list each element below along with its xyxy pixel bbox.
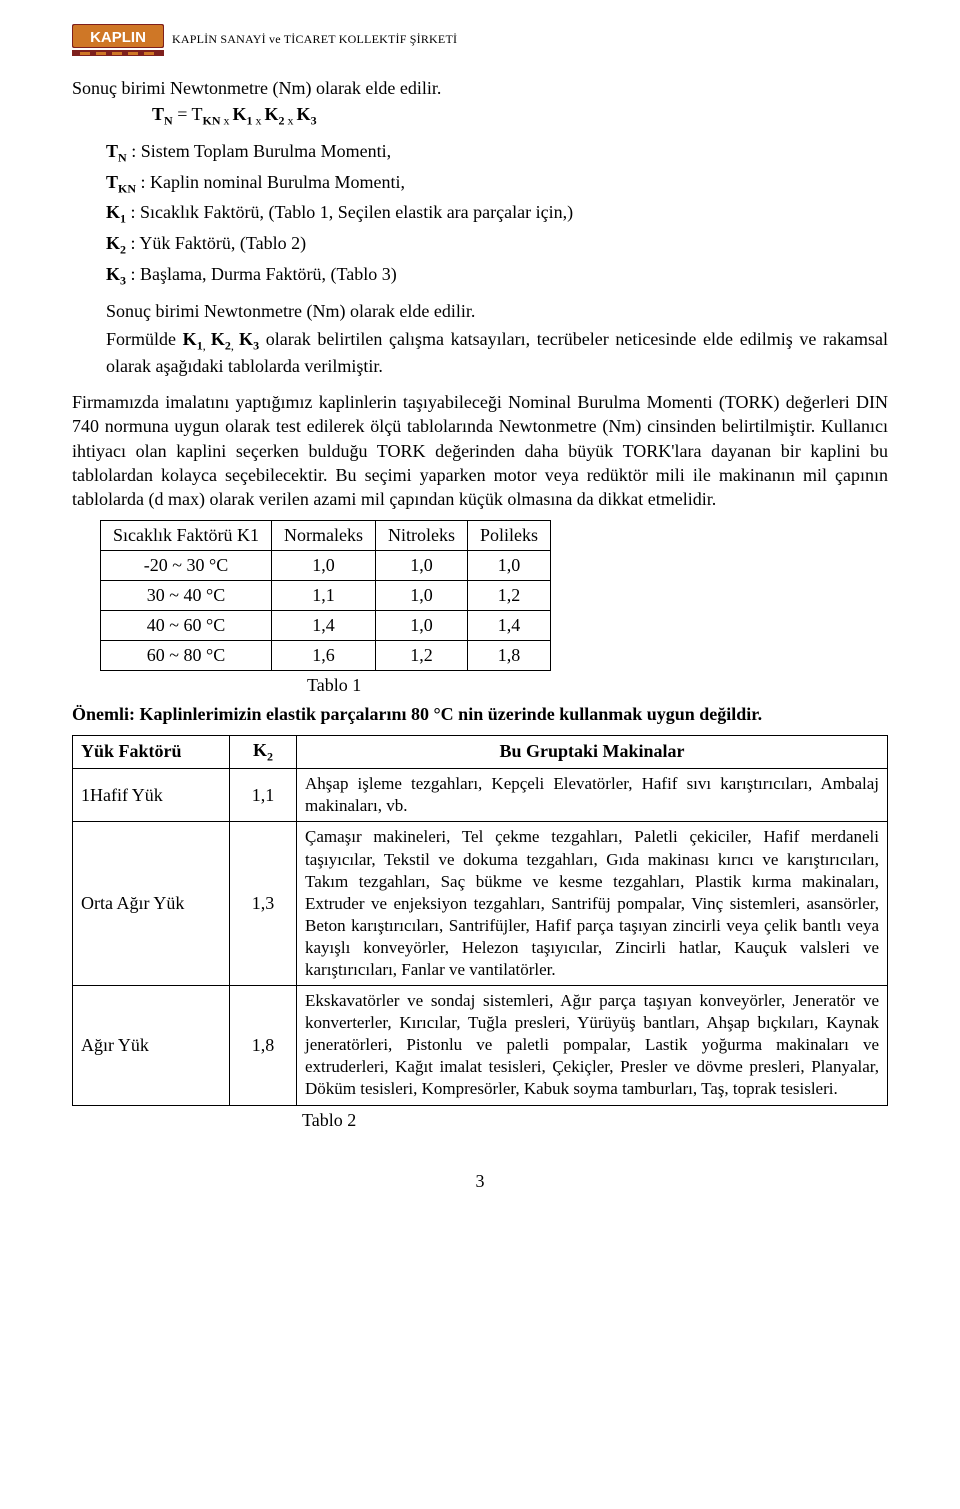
def-k2-txt: : Yük Faktörü, (Tablo 2) xyxy=(126,233,306,253)
def-k1-k: K xyxy=(106,202,120,222)
f-tn-sub: N xyxy=(164,114,173,128)
t2-h1: Yük Faktörü xyxy=(73,735,230,769)
fp-sep2: , xyxy=(231,339,239,353)
t1-c: 1,4 xyxy=(467,610,550,640)
table-row: 40 ~ 60 °C 1,4 1,0 1,4 xyxy=(101,610,551,640)
def-tkn-s: KN xyxy=(118,181,136,195)
fp-k2: K xyxy=(211,329,225,349)
table2-caption: Tablo 2 xyxy=(302,1110,888,1131)
t1-c: 1,6 xyxy=(272,640,376,670)
t1-h2: Nitroleks xyxy=(375,520,467,550)
t1-c: -20 ~ 30 °C xyxy=(101,550,272,580)
def-tkn-t: T xyxy=(106,172,118,192)
f-eq: = T xyxy=(173,104,203,124)
page-number: 3 xyxy=(72,1171,888,1192)
sonuc-again: Sonuç birimi Newtonmetre (Nm) olarak eld… xyxy=(106,299,888,323)
fp-a: Formülde xyxy=(106,329,183,349)
f-tn: T xyxy=(152,104,164,124)
t1-c: 1,0 xyxy=(375,580,467,610)
def-k1: K1 : Sıcaklık Faktörü, (Tablo 1, Seçilen… xyxy=(106,200,888,227)
fp-sep1: , xyxy=(203,339,211,353)
t1-c: 1,0 xyxy=(375,610,467,640)
t2-h2: K2 xyxy=(230,735,297,769)
header: KAPLIN KAPLİN SANAYİ ve TİCARET KOLLEKTİ… xyxy=(72,20,888,58)
table-2: Yük Faktörü K2 Bu Gruptaki Makinalar 1Ha… xyxy=(72,735,888,1106)
f-x1: x xyxy=(221,114,233,128)
t1-c: 1,0 xyxy=(375,550,467,580)
table-row: 60 ~ 80 °C 1,6 1,2 1,8 xyxy=(101,640,551,670)
fp-k3: K xyxy=(239,329,253,349)
def-tkn: TKN : Kaplin nominal Burulma Momenti, xyxy=(106,170,888,197)
t1-c: 40 ~ 60 °C xyxy=(101,610,272,640)
def-k2: K2 : Yük Faktörü, (Tablo 2) xyxy=(106,231,888,258)
def-tn-txt: : Sistem Toplam Burulma Momenti, xyxy=(127,141,391,161)
svg-text:KAPLIN: KAPLIN xyxy=(90,29,146,46)
paragraph2: Firmamızda imalatını yaptığımız kaplinle… xyxy=(72,390,888,511)
company-name: KAPLİN SANAYİ ve TİCARET KOLLEKTİF ŞİRKE… xyxy=(172,32,457,47)
intro-line: Sonuç birimi Newtonmetre (Nm) olarak eld… xyxy=(72,76,888,100)
def-k1-txt: : Sıcaklık Faktörü, (Tablo 1, Seçilen el… xyxy=(126,202,573,222)
def-k3-k: K xyxy=(106,264,120,284)
table-row: 30 ~ 40 °C 1,1 1,0 1,2 xyxy=(101,580,551,610)
t2-desc: Ahşap işleme tezgahları, Kepçeli Elevatö… xyxy=(297,769,888,822)
def-tn: TN : Sistem Toplam Burulma Momenti, xyxy=(106,139,888,166)
table-1: Sıcaklık Faktörü K1 Normaleks Nitroleks … xyxy=(100,520,551,671)
page: KAPLIN KAPLİN SANAYİ ve TİCARET KOLLEKTİ… xyxy=(0,0,960,1232)
t2-label: Ağır Yük xyxy=(73,986,230,1105)
t2-h2-k: K xyxy=(253,740,267,760)
t1-h0: Sıcaklık Faktörü K1 xyxy=(101,520,272,550)
t1-c: 1,2 xyxy=(375,640,467,670)
formula: TN = TKN x K1 x K2 x K3 xyxy=(152,104,888,129)
t2-label: Orta Ağır Yük xyxy=(73,822,230,986)
table1-caption: Tablo 1 xyxy=(307,675,888,696)
t1-c: 1,1 xyxy=(272,580,376,610)
def-k2-k: K xyxy=(106,233,120,253)
t1-h1: Normaleks xyxy=(272,520,376,550)
table-row: Sıcaklık Faktörü K1 Normaleks Nitroleks … xyxy=(101,520,551,550)
f-k1: K xyxy=(233,104,247,124)
table-row: Ağır Yük 1,8 Ekskavatörler ve sondaj sis… xyxy=(73,986,888,1105)
def-k3-txt: : Başlama, Durma Faktörü, (Tablo 3) xyxy=(126,264,397,284)
f-k3s: 3 xyxy=(311,114,317,128)
table-row: -20 ~ 30 °C 1,0 1,0 1,0 xyxy=(101,550,551,580)
t1-c: 1,8 xyxy=(467,640,550,670)
table-row: Orta Ağır Yük 1,3 Çamaşır makineleri, Te… xyxy=(73,822,888,986)
t1-h3: Polileks xyxy=(467,520,550,550)
t1-c: 1,2 xyxy=(467,580,550,610)
definitions: TN : Sistem Toplam Burulma Momenti, TKN … xyxy=(106,139,888,289)
t1-c: 30 ~ 40 °C xyxy=(101,580,272,610)
table-row: Yük Faktörü K2 Bu Gruptaki Makinalar xyxy=(73,735,888,769)
t2-k: 1,8 xyxy=(230,986,297,1105)
f-tkn: KN xyxy=(203,114,221,128)
fp-k1: K xyxy=(183,329,197,349)
company-logo: KAPLIN xyxy=(72,20,164,58)
t2-k: 1,1 xyxy=(230,769,297,822)
t1-c: 1,0 xyxy=(272,550,376,580)
def-tkn-txt: : Kaplin nominal Burulma Momenti, xyxy=(136,172,405,192)
t2-desc: Çamaşır makineleri, Tel çekme tezgahları… xyxy=(297,822,888,986)
t2-h3: Bu Gruptaki Makinalar xyxy=(297,735,888,769)
important-note: Önemli: Kaplinlerimizin elastik parçalar… xyxy=(72,704,888,725)
t2-desc: Ekskavatörler ve sondaj sistemleri, Ağır… xyxy=(297,986,888,1105)
block-after-defs: Sonuç birimi Newtonmetre (Nm) olarak eld… xyxy=(106,299,888,378)
t2-h2-s: 2 xyxy=(267,749,273,763)
t2-label: 1Hafif Yük xyxy=(73,769,230,822)
f-x2: x xyxy=(253,114,265,128)
formul-paragraph: Formülde K1, K2, K3 olarak belirtilen ça… xyxy=(106,327,888,378)
def-tn-t: T xyxy=(106,141,118,161)
def-k3: K3 : Başlama, Durma Faktörü, (Tablo 3) xyxy=(106,262,888,289)
t1-c: 1,4 xyxy=(272,610,376,640)
f-k3: K xyxy=(297,104,311,124)
t1-c: 1,0 xyxy=(467,550,550,580)
table-row: 1Hafif Yük 1,1 Ahşap işleme tezgahları, … xyxy=(73,769,888,822)
t1-c: 60 ~ 80 °C xyxy=(101,640,272,670)
f-k2: K xyxy=(265,104,279,124)
f-x3: x xyxy=(285,114,297,128)
t2-k: 1,3 xyxy=(230,822,297,986)
def-tn-s: N xyxy=(118,150,127,164)
